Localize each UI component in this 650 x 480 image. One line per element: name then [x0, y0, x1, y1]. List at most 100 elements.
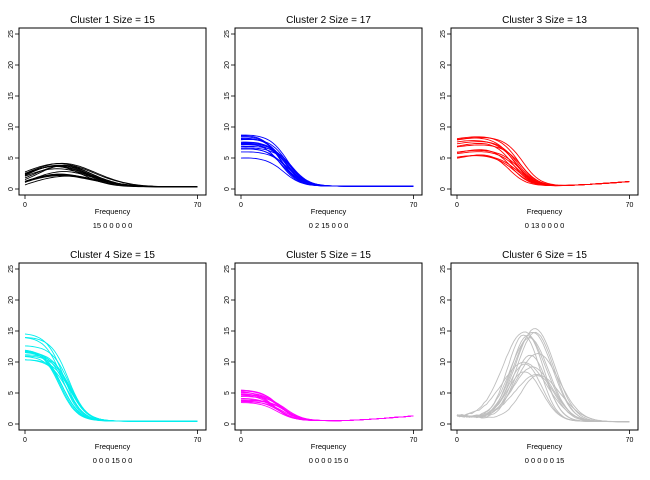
y-tick-label: 5	[8, 156, 15, 160]
cluster-member-line	[24, 350, 198, 422]
cluster-member-line	[240, 390, 414, 422]
y-tick-label: 5	[8, 391, 15, 395]
x-axis-label: Frequency	[311, 442, 347, 451]
cluster-member-line	[240, 389, 414, 422]
cluster-member-line	[241, 393, 414, 422]
y-tick-label: 15	[440, 92, 447, 100]
cluster-member-line	[456, 155, 630, 187]
y-tick-label: 0	[8, 422, 15, 426]
y-tick-label: 10	[224, 358, 231, 366]
x-tick-label: 70	[626, 202, 634, 209]
y-tick-label: 15	[224, 327, 231, 335]
panel-title: Cluster 1 Size = 15	[70, 15, 155, 26]
cluster-member-line	[25, 354, 198, 422]
y-tick-label: 10	[8, 358, 15, 366]
x-axis-label: Frequency	[527, 207, 563, 216]
cluster-member-line	[241, 144, 414, 187]
membership-counts: 0 13 0 0 0 0	[525, 221, 565, 230]
cluster-member-line	[24, 337, 198, 422]
y-tick-label: 5	[224, 391, 231, 395]
membership-counts: 15 0 0 0 0 0	[93, 221, 133, 230]
y-tick-label: 0	[440, 187, 447, 191]
cluster-member-line	[456, 328, 630, 423]
y-tick-label: 10	[8, 123, 15, 131]
cluster-member-line	[456, 155, 630, 187]
cluster-panel-6: Cluster 6 Size = 15 0 5 10 15 20 25 0 70 Frequenc…	[440, 250, 639, 465]
cluster-member-line	[456, 140, 630, 186]
y-tick-label: 5	[440, 156, 447, 160]
plot-frame	[234, 262, 423, 431]
panel-title: Cluster 6 Size = 15	[502, 250, 587, 261]
x-axis-label: Frequency	[527, 442, 563, 451]
y-tick-label: 10	[224, 123, 231, 131]
y-tick-label: 15	[8, 327, 15, 335]
cluster-panel-3: Cluster 3 Size = 13 0 5 10 15 20 25 0 70 Frequenc…	[440, 15, 639, 230]
cluster-member-line	[456, 334, 630, 423]
y-tick-label: 0	[224, 422, 231, 426]
x-axis-label: Frequency	[95, 442, 131, 451]
x-axis-label: Frequency	[311, 207, 347, 216]
y-tick-label: 10	[440, 358, 447, 366]
panel-title: Cluster 4 Size = 15	[70, 250, 155, 261]
cluster-panel-2: Cluster 2 Size = 17 0 5 10 15 20 25 0 70 Frequenc…	[224, 15, 423, 230]
x-tick-label: 0	[23, 437, 27, 444]
plot-frame	[234, 27, 423, 196]
x-tick-label: 0	[455, 202, 459, 209]
cluster-member-line	[456, 151, 630, 186]
cluster-member-line	[456, 144, 630, 186]
y-tick-label: 25	[8, 30, 15, 38]
cluster-panel-5: Cluster 5 Size = 15 0 5 10 15 20 25 0 70 Frequenc…	[224, 250, 423, 465]
cluster-member-line	[456, 331, 630, 423]
y-tick-label: 0	[224, 187, 231, 191]
cluster-member-line	[456, 136, 630, 186]
panel-title: Cluster 5 Size = 15	[286, 250, 371, 261]
membership-counts: 0 0 0 0 0 15	[525, 456, 565, 465]
cluster-member-line	[24, 337, 198, 422]
y-tick-label: 20	[8, 296, 15, 304]
cluster-member-line	[241, 401, 414, 422]
x-tick-label: 0	[23, 202, 27, 209]
x-tick-label: 70	[410, 437, 418, 444]
cluster-panel-4: Cluster 4 Size = 15 0 5 10 15 20 25 0 70 Frequenc…	[8, 250, 207, 465]
y-tick-label: 20	[440, 296, 447, 304]
x-tick-label: 0	[239, 437, 243, 444]
y-tick-label: 20	[224, 61, 231, 69]
y-tick-label: 15	[440, 327, 447, 335]
y-tick-label: 25	[8, 265, 15, 273]
x-tick-label: 70	[194, 437, 202, 444]
y-tick-label: 25	[440, 30, 447, 38]
cluster-member-line	[456, 373, 630, 423]
x-tick-label: 70	[626, 437, 634, 444]
x-tick-label: 70	[194, 202, 202, 209]
cluster-member-line	[241, 147, 414, 187]
y-tick-label: 25	[224, 30, 231, 38]
y-tick-label: 10	[440, 123, 447, 131]
cluster-member-line	[240, 139, 414, 187]
cluster-member-line	[456, 154, 630, 187]
membership-counts: 0 0 0 0 15 0	[309, 456, 349, 465]
y-tick-label: 5	[440, 391, 447, 395]
y-tick-label: 25	[224, 265, 231, 273]
x-tick-label: 0	[455, 437, 459, 444]
y-tick-label: 20	[8, 61, 15, 69]
x-tick-label: 0	[239, 202, 243, 209]
y-tick-label: 20	[440, 61, 447, 69]
cluster-member-line	[456, 375, 630, 423]
y-tick-label: 0	[8, 187, 15, 191]
membership-counts: 0 2 15 0 0 0	[309, 221, 349, 230]
cluster-member-line	[456, 141, 630, 186]
plot-frame	[450, 27, 639, 196]
plot-frame	[450, 262, 639, 431]
y-tick-label: 15	[224, 92, 231, 100]
cluster-panel-1: Cluster 1 Size = 15 0 5 10 15 20 25 0 70 Frequenc…	[8, 15, 207, 230]
y-tick-label: 5	[224, 156, 231, 160]
cluster-member-line	[240, 157, 414, 187]
cluster-member-line	[24, 345, 198, 422]
x-axis-label: Frequency	[95, 207, 131, 216]
plot-frame	[18, 262, 207, 431]
y-tick-label: 20	[224, 296, 231, 304]
panel-title: Cluster 3 Size = 13	[502, 15, 587, 26]
membership-counts: 0 0 0 15 0 0	[93, 456, 133, 465]
y-tick-label: 0	[440, 422, 447, 426]
